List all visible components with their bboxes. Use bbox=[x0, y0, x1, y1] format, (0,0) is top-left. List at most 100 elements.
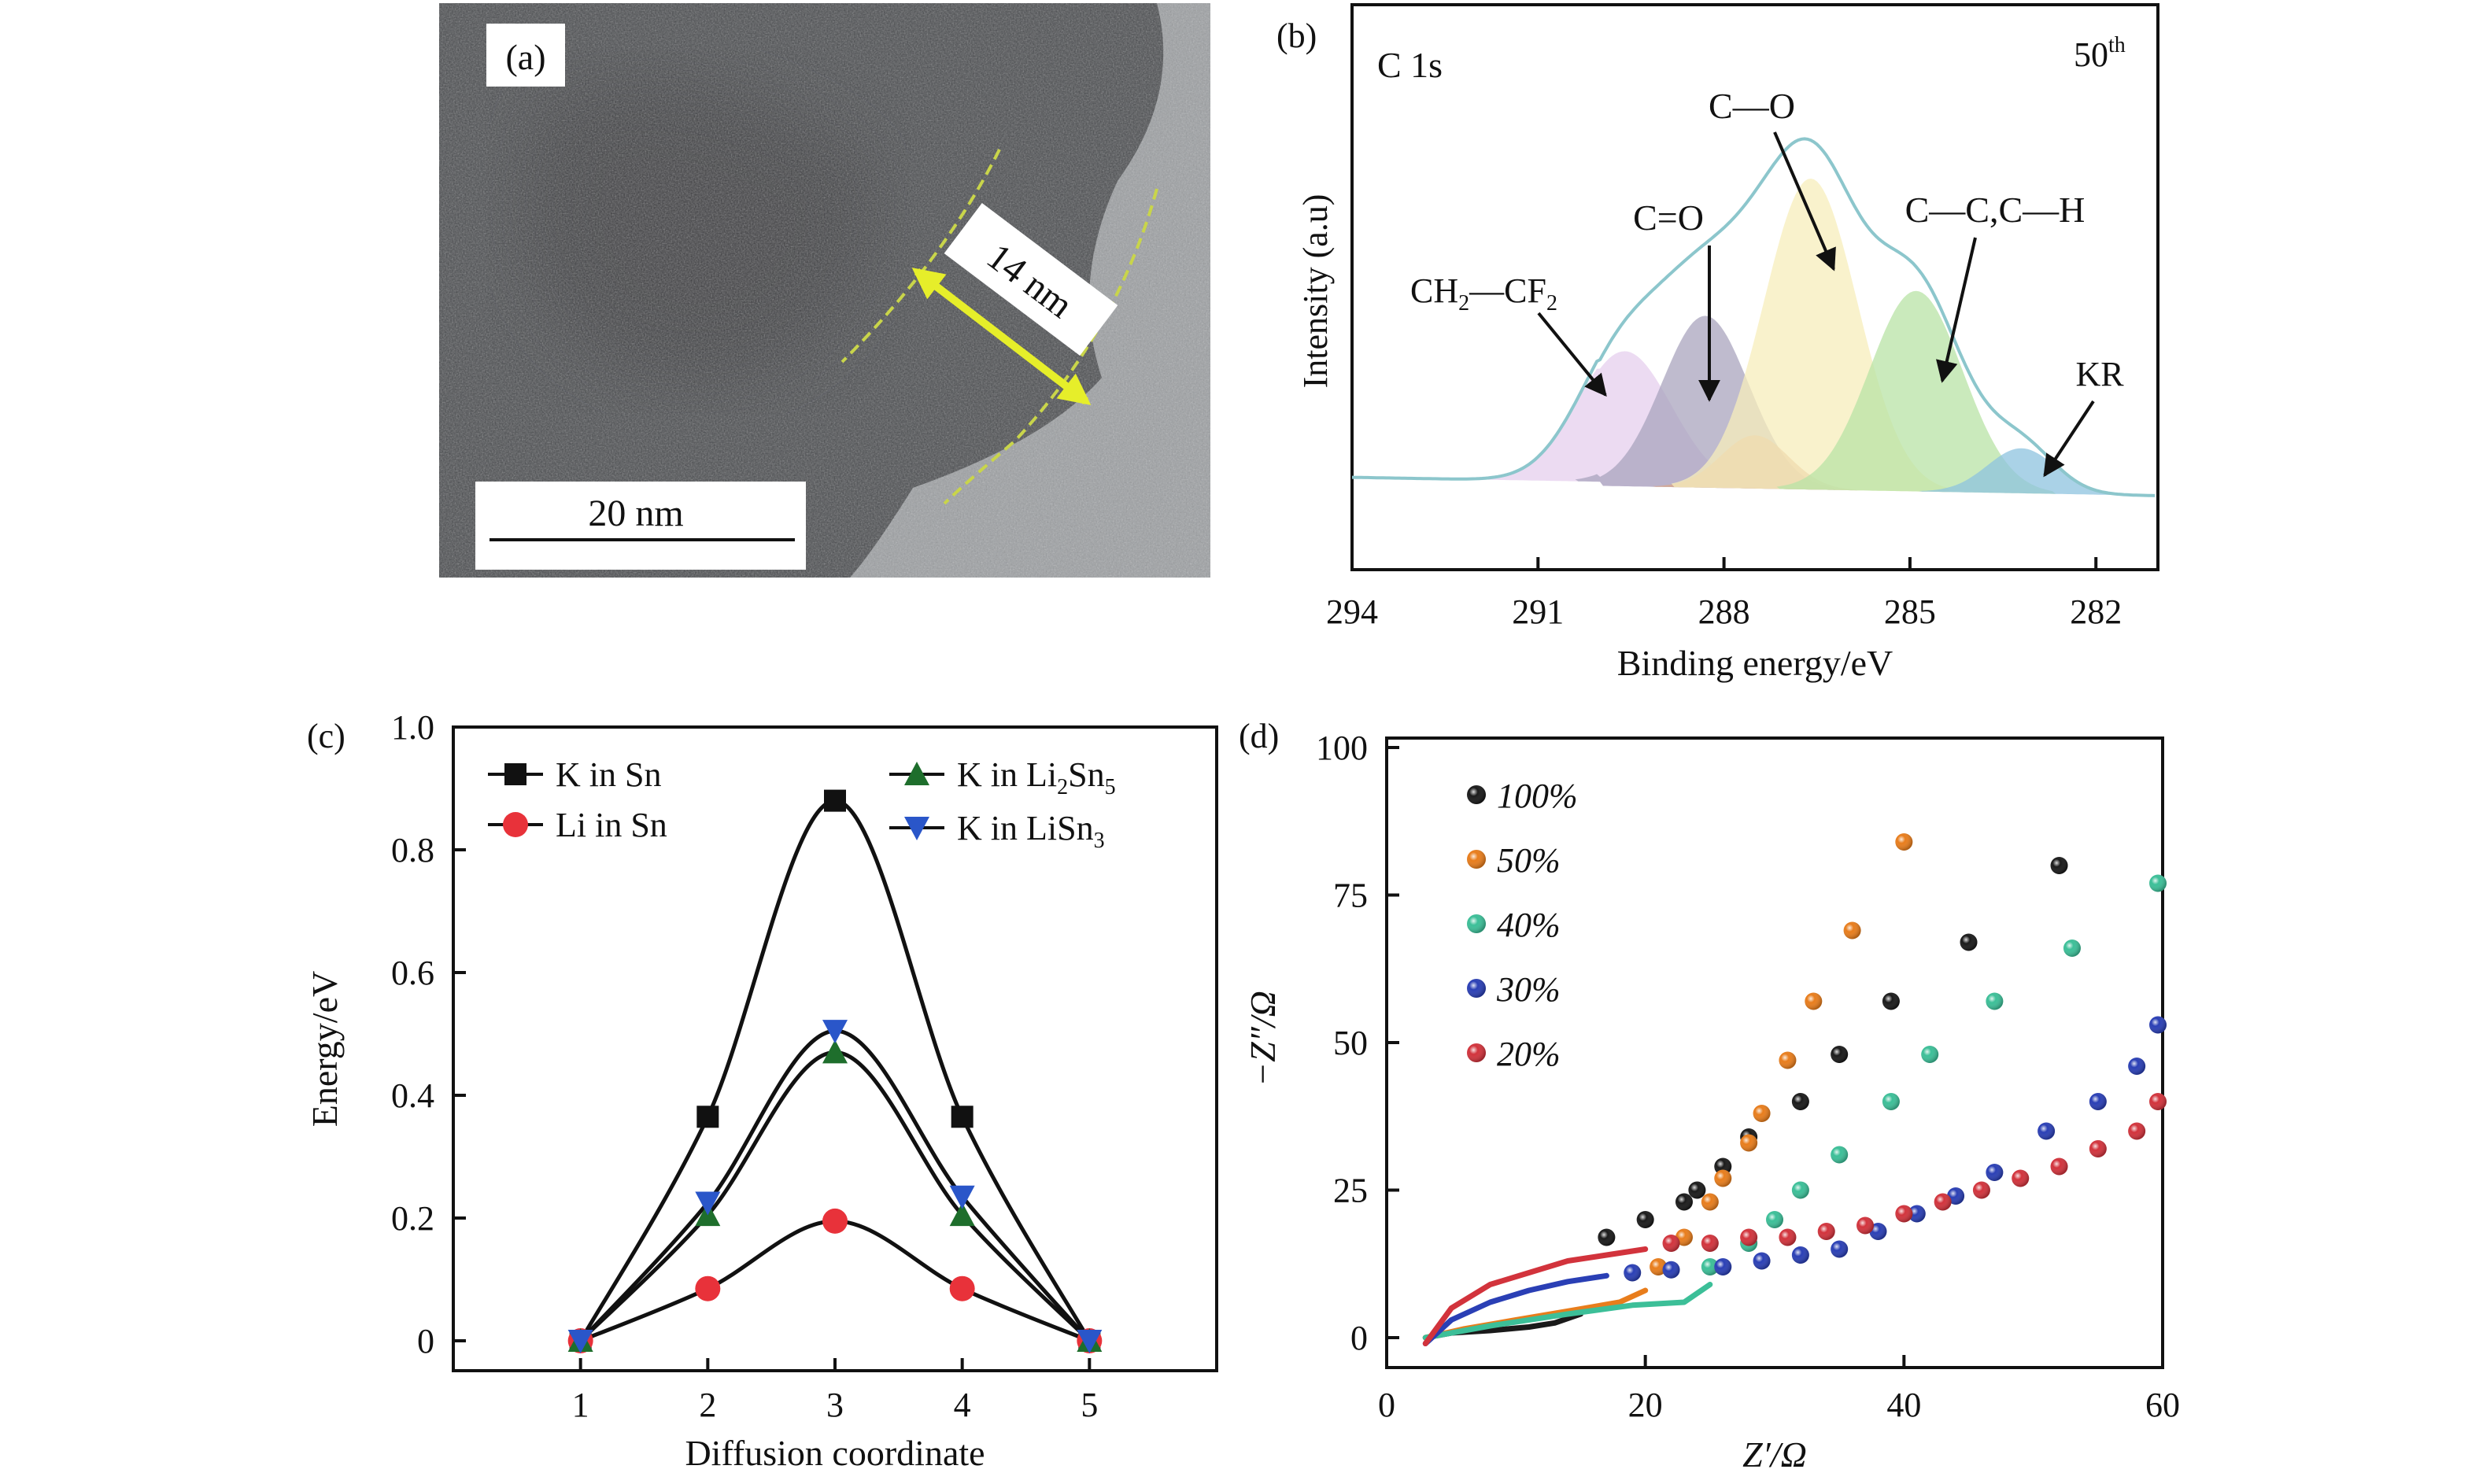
nyquist-point-highlight bbox=[1598, 1228, 1616, 1246]
legend-marker-k-in-lisn3 bbox=[904, 817, 929, 840]
energy-curve-li-in-sn bbox=[579, 1219, 1091, 1343]
energy-point-k-in-sn bbox=[951, 1106, 973, 1128]
energy-xtick-label: 5 bbox=[1081, 1386, 1098, 1424]
nyquist-point-highlight bbox=[1831, 1046, 1849, 1063]
nyquist-axes: 0 25 50 75 100 0 20 40 60 bbox=[1316, 729, 2180, 1424]
nyquist-point-highlight bbox=[1662, 1261, 1680, 1279]
nyquist-point-highlight bbox=[1740, 1228, 1758, 1246]
energy-ytick-label: 1.0 bbox=[391, 708, 434, 747]
legend-marker-highlight bbox=[1467, 850, 1486, 869]
nyquist-point-highlight bbox=[1960, 933, 1978, 951]
energy-ytick-label: 0.2 bbox=[391, 1199, 434, 1238]
nyquist-point-highlight bbox=[1636, 1211, 1654, 1228]
nyquist-point-highlight bbox=[1947, 1187, 1965, 1205]
nyquist-point-highlight bbox=[2089, 1140, 2107, 1157]
nyquist-xtick-label: 40 bbox=[1886, 1386, 1921, 1424]
nyquist-point-highlight bbox=[1856, 1216, 1875, 1235]
nyquist-point-highlight bbox=[1895, 833, 1913, 851]
nyquist-point-highlight bbox=[1908, 1205, 1926, 1223]
nyquist-ytick-label: 100 bbox=[1316, 729, 1368, 767]
nyquist-point-highlight bbox=[1662, 1235, 1680, 1252]
panel-a-label-box bbox=[486, 24, 565, 87]
nyquist-point-highlight bbox=[2089, 1093, 2107, 1110]
legend-marker-li-in-sn bbox=[503, 812, 528, 837]
xps-envelope-curve bbox=[1351, 137, 2156, 497]
energy-ytick-label: 0.4 bbox=[391, 1076, 434, 1115]
energy-point-k-in-lisn3 bbox=[567, 1330, 593, 1353]
peak-label-c-double-o: C=O bbox=[1633, 197, 1704, 238]
energy-legend: K in Sn Li in Sn K in Li2Sn5 K in LiSn3 bbox=[488, 755, 1116, 853]
nyquist-point-highlight bbox=[1817, 1223, 1835, 1240]
nyquist-point-highlight bbox=[1831, 1146, 1849, 1164]
legend-label-k-in-sn: K in Sn bbox=[556, 755, 661, 794]
nyquist-point-highlight bbox=[1986, 1164, 2004, 1181]
legend-label-50pct: 50% bbox=[1497, 841, 1561, 880]
peak-label-ch2-cf2: CH2—CF2 bbox=[1410, 271, 1557, 316]
energy-point-k-in-sn bbox=[696, 1106, 719, 1128]
nyquist-point-highlight bbox=[1701, 1258, 1719, 1275]
energy-xtick-label: 1 bbox=[572, 1386, 589, 1424]
nyquist-point-highlight bbox=[1766, 1211, 1783, 1228]
panel-c-energy-chart: (c) 0 0.2 0.4 0.6 0.8 1.0 1 2 3 4 5 K in Sn Li in S… bbox=[305, 708, 1218, 1473]
nyquist-point-highlight bbox=[1805, 992, 1823, 1010]
energy-point-k-in-sn bbox=[824, 789, 846, 812]
xps-title: C 1s bbox=[1377, 45, 1443, 85]
nyquist-ytick-label: 0 bbox=[1350, 1319, 1368, 1357]
energy-point-k-in-li2sn5 bbox=[822, 1039, 848, 1064]
nyquist-point-highlight bbox=[1701, 1235, 1719, 1252]
xps-xtick-label: 285 bbox=[1884, 592, 1936, 631]
legend-marker-highlight bbox=[1467, 914, 1486, 933]
arrow-kr bbox=[2043, 400, 2095, 478]
legend-label-40pct: 40% bbox=[1497, 906, 1561, 944]
panel-a-tem-image: 14 nm (a) 20 nm bbox=[439, 3, 1210, 578]
nyquist-point-highlight bbox=[1986, 992, 2004, 1010]
cycle-label: 50th bbox=[2074, 33, 2126, 74]
xps-xtick-label: 294 bbox=[1326, 592, 1378, 631]
nyquist-point-highlight bbox=[1843, 921, 1861, 939]
xps-peak-kr bbox=[1919, 448, 2124, 496]
xps-x-axis: 294 291 288 285 282 bbox=[1326, 557, 2122, 631]
nyquist-point-highlight bbox=[1882, 1093, 1900, 1110]
nyquist-xtick-label: 0 bbox=[1378, 1386, 1395, 1424]
legend-label-100pct: 100% bbox=[1497, 777, 1578, 815]
nyquist-ytick-label: 25 bbox=[1333, 1172, 1368, 1210]
nyquist-xtick-label: 60 bbox=[2145, 1386, 2180, 1424]
sei-boundary-outer bbox=[943, 188, 1158, 505]
energy-curve-k-in-lisn3 bbox=[578, 1028, 1092, 1342]
legend-marker-k-in-sn bbox=[504, 763, 526, 785]
xps-xtick-label: 288 bbox=[1698, 592, 1750, 631]
nyquist-point-highlight bbox=[1791, 1093, 1809, 1110]
nyquist-point-highlight bbox=[2012, 1169, 2030, 1187]
xps-xlabel: Binding energy/eV bbox=[1617, 643, 1893, 683]
nyquist-point-highlight bbox=[1650, 1258, 1668, 1275]
nyquist-point-highlight bbox=[1624, 1264, 1642, 1282]
energy-ytick-label: 0.8 bbox=[391, 831, 434, 869]
sei-boundary-inner bbox=[840, 149, 1001, 364]
xps-xtick-label: 282 bbox=[2070, 592, 2122, 631]
nyquist-point-highlight bbox=[1701, 1193, 1719, 1211]
peak-label-c-o: C—O bbox=[1709, 86, 1795, 126]
legend-marker-highlight bbox=[1467, 979, 1486, 998]
peak-label-c-c-c-h: C—C,C—H bbox=[1905, 190, 2086, 230]
nyquist-low-freq-30pct bbox=[1422, 1272, 1609, 1346]
nyquist-point-highlight bbox=[2128, 1058, 2146, 1075]
nyquist-point-highlight bbox=[1675, 1228, 1693, 1246]
nyquist-point-highlight bbox=[1753, 1252, 1771, 1270]
panel-b-frame bbox=[1350, 3, 2159, 571]
peak-label-kr: KR bbox=[2075, 355, 2124, 393]
nyquist-point-highlight bbox=[2050, 1157, 2068, 1176]
nyquist-point-highlight bbox=[2149, 1016, 2167, 1034]
nyquist-point-highlight bbox=[1831, 1240, 1849, 1258]
arrow-ch2-cf2 bbox=[1537, 312, 1607, 397]
legend-label-30pct: 30% bbox=[1496, 970, 1561, 1009]
energy-point-k-in-lisn3 bbox=[822, 1020, 848, 1044]
nyquist-low-freq-40pct bbox=[1422, 1282, 1713, 1341]
sei-thickness-arrow bbox=[911, 268, 1092, 405]
legend-marker-k-in-li2sn5 bbox=[904, 762, 929, 785]
nyquist-point-highlight bbox=[1972, 1181, 1990, 1199]
energy-point-li-in-sn bbox=[949, 1275, 975, 1301]
nyquist-ylabel: −Z″/Ω bbox=[1243, 991, 1283, 1087]
nyquist-xlabel: Z′/Ω bbox=[1742, 1434, 1807, 1475]
energy-xtick-label: 2 bbox=[699, 1386, 716, 1424]
